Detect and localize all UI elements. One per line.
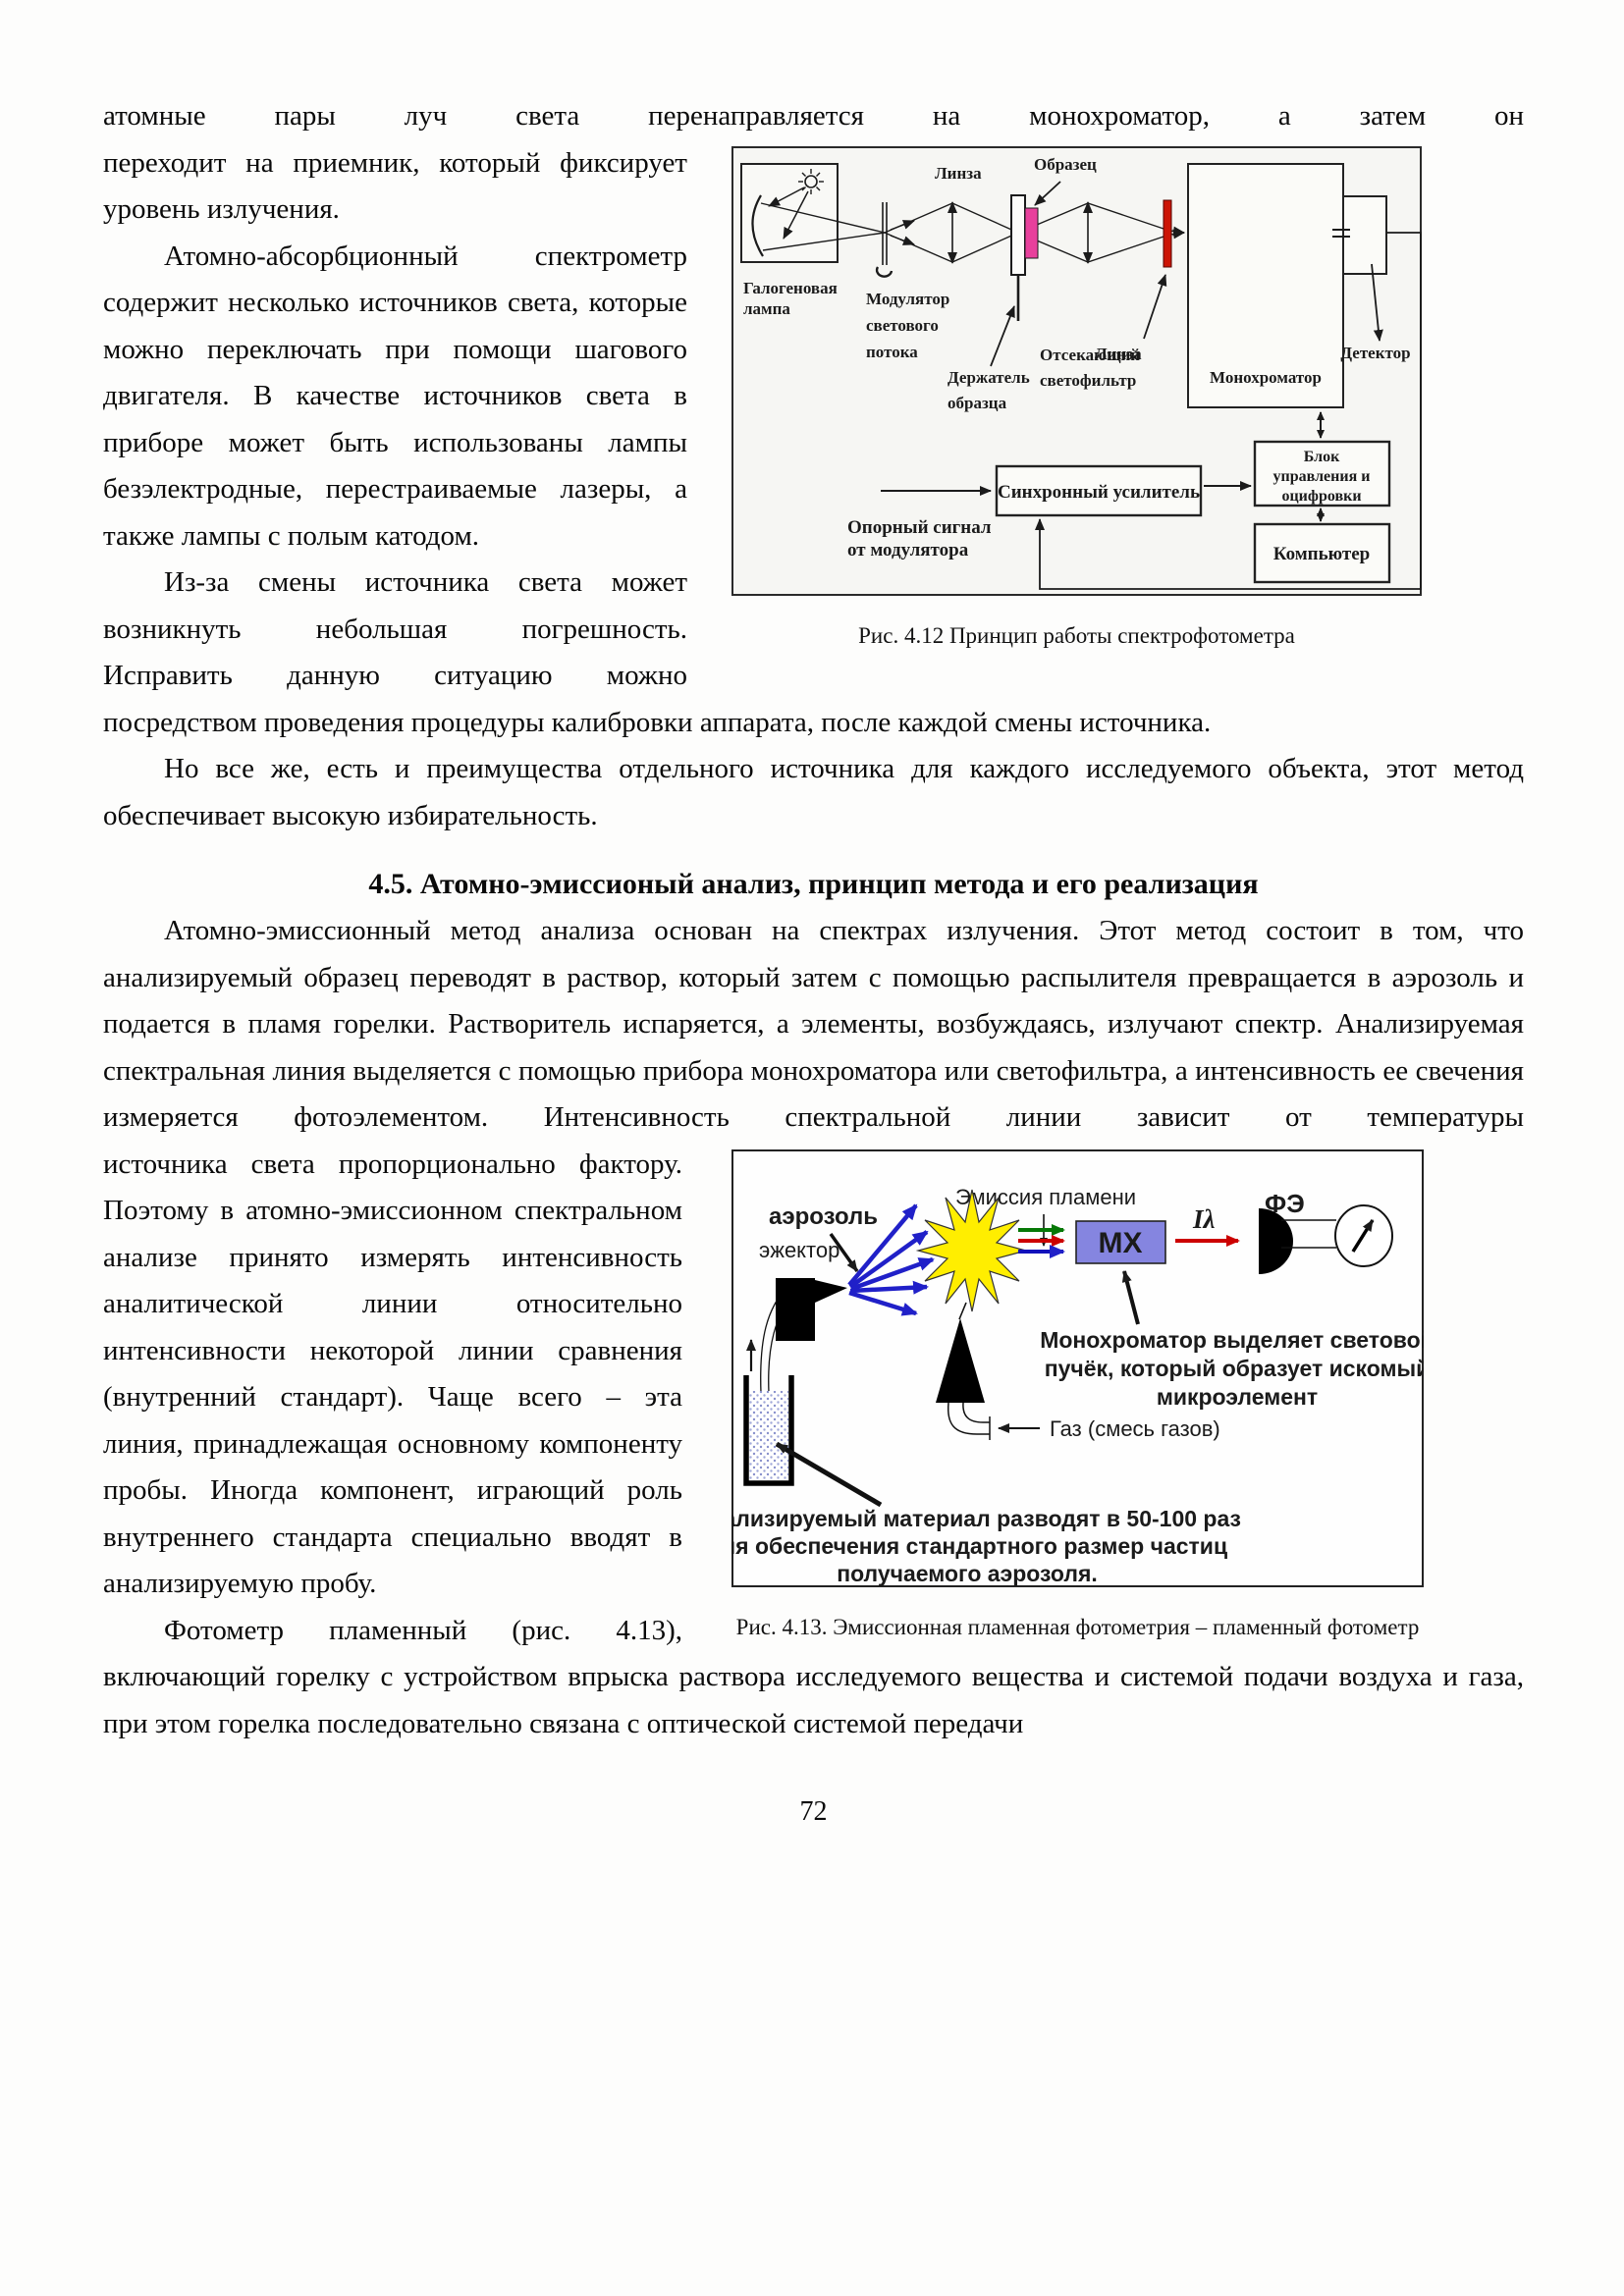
dilution-pointer-arrow xyxy=(775,1441,883,1507)
label-dilution-2: для обеспечения стандартного размер част… xyxy=(731,1533,1227,1559)
detector-box xyxy=(1342,194,1387,275)
gauge-icon xyxy=(1334,1203,1393,1267)
label-halogen-1: Галогеновая xyxy=(743,279,838,297)
paragraph: атомные пары луч света перенаправляется … xyxy=(103,100,1524,132)
paragraph: переходит на приемник, который фиксирует… xyxy=(103,146,687,226)
label-pointer-arrows xyxy=(990,180,1167,366)
flame-wick-line xyxy=(958,1302,967,1319)
gauge-wires xyxy=(1281,1218,1336,1249)
label-halogen-2: лампа xyxy=(743,299,790,318)
label-dilution-1: Анализируемый материал разводят в 50-100… xyxy=(731,1506,1241,1531)
ejector-icon xyxy=(776,1277,847,1341)
spray-arrows xyxy=(847,1202,935,1316)
label-aerosol: аэрозоль xyxy=(769,1203,878,1230)
light-modulator-icon xyxy=(875,201,893,278)
label-holder-2: образца xyxy=(947,394,1007,412)
spectrophotometer-diagram: Линза Образец Галогеновая лампа Модулято… xyxy=(731,145,1422,596)
label-ref-1: Опорный сигнал xyxy=(847,517,992,538)
label-filter-1: Отсекающий xyxy=(1040,346,1140,364)
paragraph: Атомно-абсорбционный спектрометр содержи… xyxy=(103,240,687,552)
section-heading: 4.5. Атомно-эмиссионый анализ, принцип м… xyxy=(368,868,1259,900)
sync-amplifier-box xyxy=(995,464,1203,516)
sample-holder-icon xyxy=(1010,193,1026,321)
burner-icon xyxy=(936,1317,985,1403)
signal-feedback-line xyxy=(1035,231,1422,590)
label-sample: Образец xyxy=(1034,155,1097,174)
label-ejector: эжектор xyxy=(759,1238,839,1262)
label-mx-note-3: микроэлемент xyxy=(1157,1384,1318,1410)
paragraph: источника света пропорционально фактору.… xyxy=(103,1148,682,1600)
label-gas: Газ (смесь газов) xyxy=(1050,1416,1220,1441)
label-intensity: Iλ xyxy=(1192,1204,1216,1234)
label-detector: Детектор xyxy=(1340,344,1410,362)
monochromator-box xyxy=(1187,162,1344,408)
label-holder-1: Держатель xyxy=(947,368,1030,387)
label-ctrl-1: Блок xyxy=(1304,449,1340,465)
figure-4-13: аэрозоль Эмиссия пламени ФЭ эжектор xyxy=(693,1148,1435,1642)
label-filter-2: светофильтр xyxy=(1040,371,1136,390)
halogen-lamp-icon xyxy=(740,162,886,263)
exit-slit-icon xyxy=(1332,228,1350,238)
label-lens1: Линза xyxy=(935,164,982,183)
figure-4-13-caption: Рис. 4.13. Эмиссионная пламенная фотомет… xyxy=(735,1615,1420,1639)
label-mod-3: потока xyxy=(866,343,918,361)
control-unit-box xyxy=(1253,440,1391,507)
detector-pointer-arrow xyxy=(1371,263,1383,342)
mx-note-arrow xyxy=(1121,1269,1140,1325)
aerosol-pointer-arrow xyxy=(829,1232,859,1272)
label-mx-note-2: пучёк, который образует искомый xyxy=(1045,1356,1424,1381)
paragraph: Фотометр пламенный (рис. 4.13), включающ… xyxy=(103,1614,1524,1739)
connection-arrows xyxy=(881,410,1325,522)
page-number: 72 xyxy=(799,1796,828,1827)
label-computer: Компьютер xyxy=(1273,544,1371,564)
figure-4-12: Линза Образец Галогеновая лампа Модулято… xyxy=(731,145,1422,651)
figure-4-12-caption: Рис. 4.12 Принцип работы спектрофотометр… xyxy=(858,623,1295,648)
label-monochromator: Монохроматор xyxy=(1210,368,1322,387)
paragraph: Из-за смены источника света может возник… xyxy=(103,566,1212,738)
gas-pipe-icon xyxy=(947,1402,991,1440)
label-flame-emission: Эмиссия пламени xyxy=(955,1185,1136,1209)
computer-box xyxy=(1253,522,1391,583)
label-ref-2: от модулятора xyxy=(847,540,969,561)
label-lens2: Линза xyxy=(1095,345,1142,363)
mx-monochromator-box xyxy=(1075,1219,1166,1264)
beaker-icon xyxy=(743,1374,794,1486)
label-mod-1: Модулятор xyxy=(866,290,949,308)
cutoff-filter-icon xyxy=(1163,199,1172,267)
label-dilution-3: получаемого аэрозоля. xyxy=(837,1561,1098,1586)
flame-icon xyxy=(915,1189,1029,1311)
emission-beams xyxy=(1018,1223,1065,1258)
label-amplifier: Синхронный усилитель xyxy=(998,482,1200,503)
label-mod-2: светового xyxy=(866,316,939,335)
label-ctrl-3: оцифровки xyxy=(1281,488,1361,505)
paragraph: Но все же, есть и преимущества отдельног… xyxy=(103,753,1524,831)
photoelement-icon xyxy=(1259,1207,1293,1274)
label-mx-note-1: Монохроматор выделяет световой xyxy=(1040,1327,1424,1353)
paragraph: Атомно-эмиссионный метод анализа основан… xyxy=(103,915,1524,1133)
label-ctrl-2: управления и xyxy=(1273,468,1371,485)
sample-icon xyxy=(1024,207,1039,258)
label-mx: МХ xyxy=(1099,1227,1143,1259)
flame-photometer-diagram: аэрозоль Эмиссия пламени ФЭ эжектор xyxy=(693,1148,1435,1587)
